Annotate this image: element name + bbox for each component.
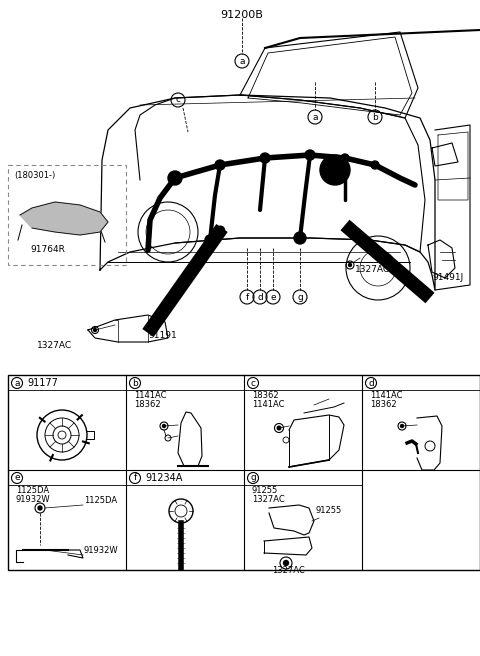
Circle shape bbox=[277, 426, 281, 430]
Text: 18362: 18362 bbox=[134, 400, 161, 409]
Text: a: a bbox=[239, 56, 245, 66]
Text: 91491J: 91491J bbox=[432, 273, 463, 282]
Text: a: a bbox=[14, 379, 20, 388]
Circle shape bbox=[320, 155, 350, 185]
Text: f: f bbox=[133, 474, 137, 483]
Circle shape bbox=[305, 150, 315, 160]
Text: f: f bbox=[245, 293, 249, 302]
Circle shape bbox=[215, 160, 225, 170]
Text: 1327AC: 1327AC bbox=[252, 495, 285, 504]
Text: 1327AC: 1327AC bbox=[355, 265, 390, 274]
Text: 91200B: 91200B bbox=[221, 10, 264, 20]
Text: g: g bbox=[297, 293, 303, 302]
Circle shape bbox=[284, 560, 288, 565]
Circle shape bbox=[400, 424, 404, 428]
Circle shape bbox=[260, 153, 270, 163]
Text: (180301-): (180301-) bbox=[14, 171, 55, 180]
Circle shape bbox=[205, 235, 215, 245]
Circle shape bbox=[371, 161, 379, 169]
Text: a: a bbox=[312, 112, 318, 121]
Text: d: d bbox=[257, 293, 263, 302]
Circle shape bbox=[94, 329, 96, 331]
Text: 91234A: 91234A bbox=[145, 473, 182, 483]
Text: 91191: 91191 bbox=[148, 331, 177, 340]
Text: 91932W: 91932W bbox=[84, 546, 119, 555]
Circle shape bbox=[348, 264, 351, 266]
Text: 18362: 18362 bbox=[370, 400, 396, 409]
Text: 1141AC: 1141AC bbox=[252, 400, 285, 409]
Text: c: c bbox=[251, 379, 255, 388]
Circle shape bbox=[294, 232, 306, 244]
Text: b: b bbox=[372, 112, 378, 121]
Text: 1141AC: 1141AC bbox=[134, 391, 167, 400]
Polygon shape bbox=[135, 95, 425, 252]
Text: 1125DA: 1125DA bbox=[16, 486, 49, 495]
Text: 1125DA: 1125DA bbox=[84, 496, 117, 505]
Text: 91255: 91255 bbox=[316, 506, 342, 515]
Circle shape bbox=[168, 171, 182, 185]
Text: 1327AC: 1327AC bbox=[37, 341, 72, 350]
Text: 91255: 91255 bbox=[252, 486, 278, 495]
Text: d: d bbox=[368, 379, 374, 388]
Text: 91177: 91177 bbox=[27, 378, 58, 388]
Text: e: e bbox=[14, 474, 20, 483]
Text: b: b bbox=[132, 379, 138, 388]
Text: 1327AC: 1327AC bbox=[272, 566, 305, 575]
Text: 18362: 18362 bbox=[252, 391, 278, 400]
Text: 1141AC: 1141AC bbox=[370, 391, 403, 400]
Text: g: g bbox=[250, 474, 256, 483]
Polygon shape bbox=[20, 202, 108, 235]
Circle shape bbox=[341, 154, 349, 162]
Text: e: e bbox=[270, 293, 276, 302]
Circle shape bbox=[163, 424, 166, 428]
Circle shape bbox=[38, 506, 42, 510]
Text: 91932W: 91932W bbox=[16, 495, 50, 504]
Text: c: c bbox=[176, 96, 180, 104]
Text: 91764R: 91764R bbox=[31, 245, 65, 254]
